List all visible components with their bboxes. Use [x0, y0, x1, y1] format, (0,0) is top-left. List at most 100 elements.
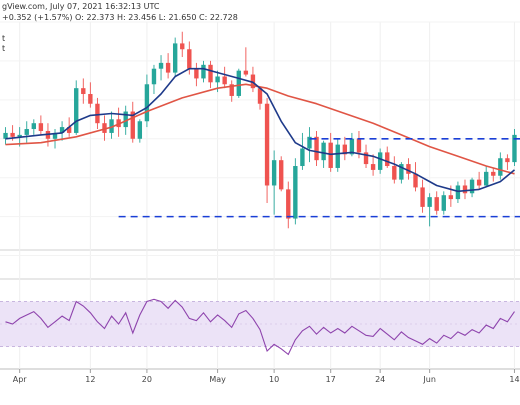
candle-47	[335, 138, 340, 172]
candle-10	[74, 80, 79, 135]
candle-body	[342, 144, 348, 155]
candle-14	[102, 115, 107, 141]
candle-body	[3, 132, 8, 139]
candle-body	[370, 164, 376, 170]
candle-54	[385, 146, 390, 168]
candle-body	[10, 132, 15, 137]
candle-66	[469, 177, 475, 198]
candle-36	[257, 86, 263, 110]
candle-67	[476, 171, 482, 190]
candle-body	[201, 64, 206, 79]
candle-body	[363, 152, 369, 165]
candle-body	[236, 70, 241, 96]
candle-body	[31, 123, 36, 130]
candle-body	[59, 127, 65, 133]
candle-body	[434, 197, 439, 211]
candle-body	[455, 185, 461, 200]
candle-55	[392, 156, 397, 184]
candle-body	[462, 185, 468, 194]
candle-64	[455, 181, 461, 203]
candle-body	[187, 49, 192, 69]
price-pane	[0, 18, 520, 250]
candle-body	[137, 121, 143, 139]
moving-averages-layer	[5, 67, 516, 193]
candle-46	[328, 132, 333, 172]
candle-body	[264, 103, 270, 186]
left-label-2: t	[2, 44, 5, 53]
candle-71	[505, 154, 510, 170]
candle-body	[335, 144, 340, 168]
candle-19	[137, 119, 143, 143]
candle-body	[66, 127, 72, 133]
candle-body	[208, 64, 213, 83]
candle-22	[158, 55, 164, 81]
candle-65	[462, 179, 468, 200]
candle-body	[229, 84, 234, 96]
candle-70	[498, 152, 503, 180]
candle-body	[102, 123, 107, 133]
candle-40	[286, 181, 291, 229]
candle-body	[406, 164, 411, 174]
ma-slow-line	[5, 83, 515, 175]
candle-8	[59, 121, 65, 141]
candle-15	[109, 111, 114, 139]
candle-body	[512, 134, 517, 163]
candle-body	[165, 62, 171, 73]
candle-68	[484, 166, 489, 188]
candle-body	[349, 138, 355, 155]
x-tick-label-8: 14	[509, 375, 519, 384]
candle-28	[201, 60, 206, 83]
candle-body	[293, 166, 298, 219]
candle-body	[271, 160, 277, 186]
header-quote: +0.352 (+1.57%) O: 22.373 H: 23.456 L: 2…	[2, 13, 238, 22]
candle-60	[427, 193, 432, 227]
candle-42	[300, 132, 305, 170]
candle-5	[38, 115, 44, 135]
x-tick-label-2: 20	[142, 375, 152, 384]
candle-59	[420, 179, 425, 213]
candle-body	[505, 158, 510, 163]
candle-25	[180, 31, 185, 58]
rsi-layer	[0, 298, 520, 356]
candle-27	[194, 62, 199, 87]
candle-58	[413, 162, 418, 192]
candle-body	[24, 129, 29, 135]
candle-body	[484, 171, 489, 186]
candle-32	[229, 80, 234, 102]
candle-41	[293, 158, 298, 225]
candle-body	[144, 84, 150, 122]
candle-body	[109, 119, 114, 133]
candle-51	[363, 144, 369, 168]
candle-18	[130, 101, 135, 143]
candle-20	[144, 74, 150, 128]
candle-body	[448, 195, 454, 200]
x-tick-label-4: 10	[269, 375, 279, 384]
candle-11	[81, 78, 86, 104]
candle-body	[328, 142, 333, 168]
candle-body	[250, 74, 256, 89]
candle-33	[236, 68, 241, 98]
candle-body	[194, 68, 199, 79]
candle-44	[314, 130, 319, 167]
candle-39	[279, 156, 284, 192]
candle-23	[165, 53, 171, 79]
candle-body	[222, 76, 227, 85]
x-tick-label-3: May	[209, 375, 226, 384]
x-tick-label-0: Apr	[13, 375, 28, 384]
header-source: gView.com, July 07, 2021 16:32:13 UTC	[2, 2, 160, 11]
candle-69	[491, 167, 496, 182]
candle-body	[17, 134, 22, 137]
x-tick-label-5: 17	[326, 375, 336, 384]
candle-body	[52, 132, 58, 139]
x-tick-label-1: 12	[85, 375, 95, 384]
candle-0	[3, 127, 8, 145]
candle-body	[469, 179, 475, 194]
candle-body	[476, 179, 482, 186]
left-label-1: t	[2, 34, 5, 43]
candle-body	[123, 111, 128, 128]
x-tick-label-6: 24	[375, 375, 385, 384]
candle-body	[314, 136, 319, 161]
candle-body	[498, 158, 503, 176]
